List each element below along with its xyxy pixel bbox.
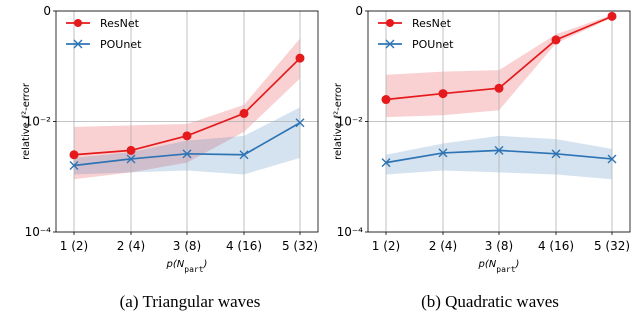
x-axis-label: p(Npart) bbox=[166, 259, 208, 274]
legend-marker bbox=[73, 39, 83, 49]
point-resnet bbox=[182, 131, 192, 141]
point-resnet bbox=[126, 145, 136, 155]
point-resnet bbox=[438, 89, 448, 99]
x-tick-label: 1 (2) bbox=[60, 239, 88, 253]
legend-label: POUnet bbox=[412, 38, 454, 51]
point-pounet bbox=[381, 158, 391, 168]
legend-item-pounet: POUnet bbox=[66, 38, 142, 51]
band-resnet bbox=[74, 38, 300, 180]
legend-item-resnet: ResNet bbox=[66, 17, 140, 30]
point-pounet bbox=[295, 118, 305, 128]
x-tick-label: 5 (32) bbox=[594, 239, 630, 253]
point-resnet bbox=[607, 11, 617, 21]
y-tick-label: 0 bbox=[43, 4, 51, 18]
point-resnet bbox=[69, 150, 79, 160]
legend-label: ResNet bbox=[412, 17, 452, 30]
legend-marker bbox=[74, 19, 82, 27]
point-pounet bbox=[239, 150, 249, 160]
point-pounet bbox=[438, 148, 448, 158]
legend-item-resnet: ResNet bbox=[378, 17, 452, 30]
y-tick-label: 10⁻² bbox=[25, 115, 52, 129]
point-pounet bbox=[182, 149, 192, 159]
panel-caption: (a) Triangular waves bbox=[120, 292, 261, 311]
x-tick-label: 4 (16) bbox=[226, 239, 262, 253]
legend-item-pounet: POUnet bbox=[378, 38, 454, 51]
point-resnet bbox=[239, 108, 249, 118]
y-tick-label: 0 bbox=[355, 4, 363, 18]
point-pounet bbox=[126, 154, 136, 164]
y-axis-label: relative ℓ²-error bbox=[21, 82, 32, 160]
x-tick-label: 2 (4) bbox=[429, 239, 457, 253]
x-tick-label: 4 (16) bbox=[538, 239, 574, 253]
y-axis-label: relative ℓ²-error bbox=[333, 82, 344, 160]
legend-label: POUnet bbox=[100, 38, 142, 51]
x-tick-label: 3 (8) bbox=[173, 239, 201, 253]
point-resnet bbox=[381, 95, 391, 105]
panel-caption: (b) Quadratic waves bbox=[421, 292, 559, 311]
x-tick-label: 3 (8) bbox=[485, 239, 513, 253]
point-pounet bbox=[551, 149, 561, 159]
legend-label: ResNet bbox=[100, 17, 140, 30]
x-tick-label: 2 (4) bbox=[117, 239, 145, 253]
point-pounet bbox=[494, 145, 504, 155]
x-tick-label: 5 (32) bbox=[282, 239, 318, 253]
panel-a: 0 10⁻² 10⁻⁴ 1 (2) 2 (4) 3 (8) 4 (16) 5 (32) p(Np… bbox=[21, 4, 319, 311]
y-tick-label: 10⁻⁴ bbox=[337, 225, 364, 239]
legend-marker bbox=[385, 39, 395, 49]
point-resnet bbox=[551, 35, 561, 45]
point-resnet bbox=[295, 53, 305, 63]
x-axis-label: p(Npart) bbox=[478, 259, 520, 274]
panel-b: 0 10⁻² 10⁻⁴ 1 (2) 2 (4) 3 (8) 4 (16) 5 (32) p(Np… bbox=[333, 4, 631, 311]
y-tick-label: 10⁻⁴ bbox=[25, 225, 52, 239]
point-pounet bbox=[69, 160, 79, 170]
legend-marker bbox=[386, 19, 394, 27]
x-tick-label: 1 (2) bbox=[372, 239, 400, 253]
y-tick-label: 10⁻² bbox=[337, 115, 364, 129]
point-pounet bbox=[607, 154, 617, 164]
point-resnet bbox=[494, 83, 504, 93]
